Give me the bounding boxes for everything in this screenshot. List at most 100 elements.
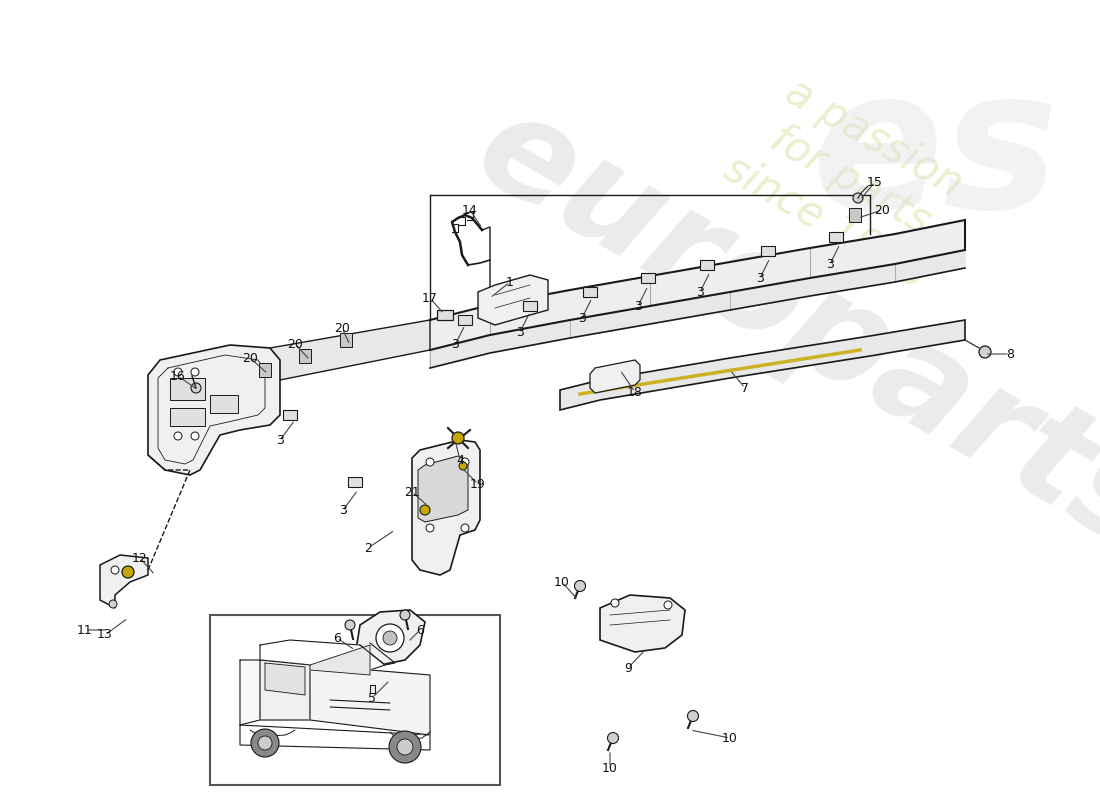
Polygon shape: [260, 640, 385, 670]
Text: 10: 10: [722, 731, 738, 745]
Text: 4: 4: [456, 454, 464, 466]
Polygon shape: [810, 264, 895, 296]
Circle shape: [397, 739, 412, 755]
Circle shape: [191, 432, 199, 440]
Bar: [583, 287, 597, 297]
Text: 20: 20: [242, 351, 257, 365]
Circle shape: [664, 601, 672, 609]
Text: 5: 5: [368, 691, 376, 705]
Circle shape: [174, 432, 182, 440]
Bar: [210, 395, 238, 413]
Circle shape: [852, 193, 864, 203]
Polygon shape: [570, 276, 650, 320]
Circle shape: [122, 566, 134, 578]
Polygon shape: [730, 278, 810, 310]
Text: 16: 16: [170, 370, 186, 382]
Polygon shape: [310, 645, 370, 675]
Text: 7: 7: [741, 382, 749, 394]
Circle shape: [610, 599, 619, 607]
Circle shape: [400, 610, 410, 620]
Circle shape: [426, 524, 434, 532]
Circle shape: [420, 505, 430, 515]
Polygon shape: [490, 290, 570, 335]
Circle shape: [191, 383, 201, 393]
Text: 3: 3: [276, 434, 284, 446]
Circle shape: [389, 731, 421, 763]
Polygon shape: [600, 595, 685, 652]
Polygon shape: [590, 360, 640, 393]
Text: 8: 8: [1006, 347, 1014, 361]
Circle shape: [383, 631, 397, 645]
Polygon shape: [430, 305, 490, 350]
Polygon shape: [418, 456, 468, 522]
Polygon shape: [560, 320, 965, 410]
Text: es: es: [813, 60, 1060, 248]
Circle shape: [174, 368, 182, 376]
Bar: [458, 315, 472, 325]
Polygon shape: [240, 660, 260, 725]
Bar: [170, 378, 205, 400]
Bar: [170, 408, 205, 426]
Polygon shape: [430, 335, 490, 368]
Polygon shape: [270, 320, 430, 380]
Polygon shape: [100, 555, 148, 608]
Polygon shape: [570, 306, 650, 338]
Polygon shape: [810, 234, 895, 278]
Bar: [299, 349, 311, 363]
Text: 6: 6: [416, 623, 424, 637]
Text: 2: 2: [364, 542, 372, 554]
Text: 3: 3: [634, 299, 642, 313]
Polygon shape: [478, 275, 548, 325]
Text: 1: 1: [506, 275, 514, 289]
Text: 21: 21: [404, 486, 420, 498]
Text: 20: 20: [287, 338, 303, 350]
Polygon shape: [895, 250, 965, 282]
Text: 17: 17: [422, 291, 438, 305]
Circle shape: [258, 736, 272, 750]
Bar: [340, 333, 352, 347]
Text: 15: 15: [867, 175, 883, 189]
Text: 20: 20: [334, 322, 350, 334]
Bar: [348, 477, 362, 487]
Polygon shape: [412, 440, 480, 575]
Bar: [641, 273, 654, 283]
Circle shape: [251, 729, 279, 757]
Circle shape: [426, 458, 434, 466]
Text: 13: 13: [97, 629, 113, 642]
Polygon shape: [148, 345, 280, 475]
Polygon shape: [650, 262, 730, 306]
Text: 3: 3: [579, 311, 586, 325]
Bar: [283, 410, 297, 420]
Text: 3: 3: [451, 338, 459, 351]
Bar: [761, 246, 776, 256]
Text: 3: 3: [696, 286, 704, 298]
Text: 14: 14: [462, 203, 477, 217]
Polygon shape: [356, 610, 425, 665]
Circle shape: [459, 462, 468, 470]
Circle shape: [345, 620, 355, 630]
Circle shape: [111, 566, 119, 574]
Text: 20: 20: [874, 203, 890, 217]
Text: 19: 19: [470, 478, 486, 490]
Circle shape: [607, 733, 618, 743]
Circle shape: [452, 432, 464, 444]
Text: 3: 3: [826, 258, 834, 270]
Text: 18: 18: [627, 386, 642, 398]
Circle shape: [461, 524, 469, 532]
Polygon shape: [895, 220, 965, 264]
Polygon shape: [490, 320, 570, 353]
Bar: [258, 363, 271, 377]
Circle shape: [109, 600, 117, 608]
Circle shape: [191, 368, 199, 376]
Text: a passion
for parts
since 1985: a passion for parts since 1985: [717, 63, 983, 297]
Bar: [437, 310, 453, 320]
Polygon shape: [265, 663, 305, 695]
Text: 3: 3: [756, 271, 763, 285]
Bar: [849, 208, 861, 222]
Text: 10: 10: [602, 762, 618, 774]
Text: europarts: europarts: [454, 80, 1100, 580]
Circle shape: [688, 710, 698, 722]
Text: 12: 12: [132, 551, 147, 565]
Polygon shape: [730, 248, 810, 292]
Circle shape: [461, 458, 469, 466]
